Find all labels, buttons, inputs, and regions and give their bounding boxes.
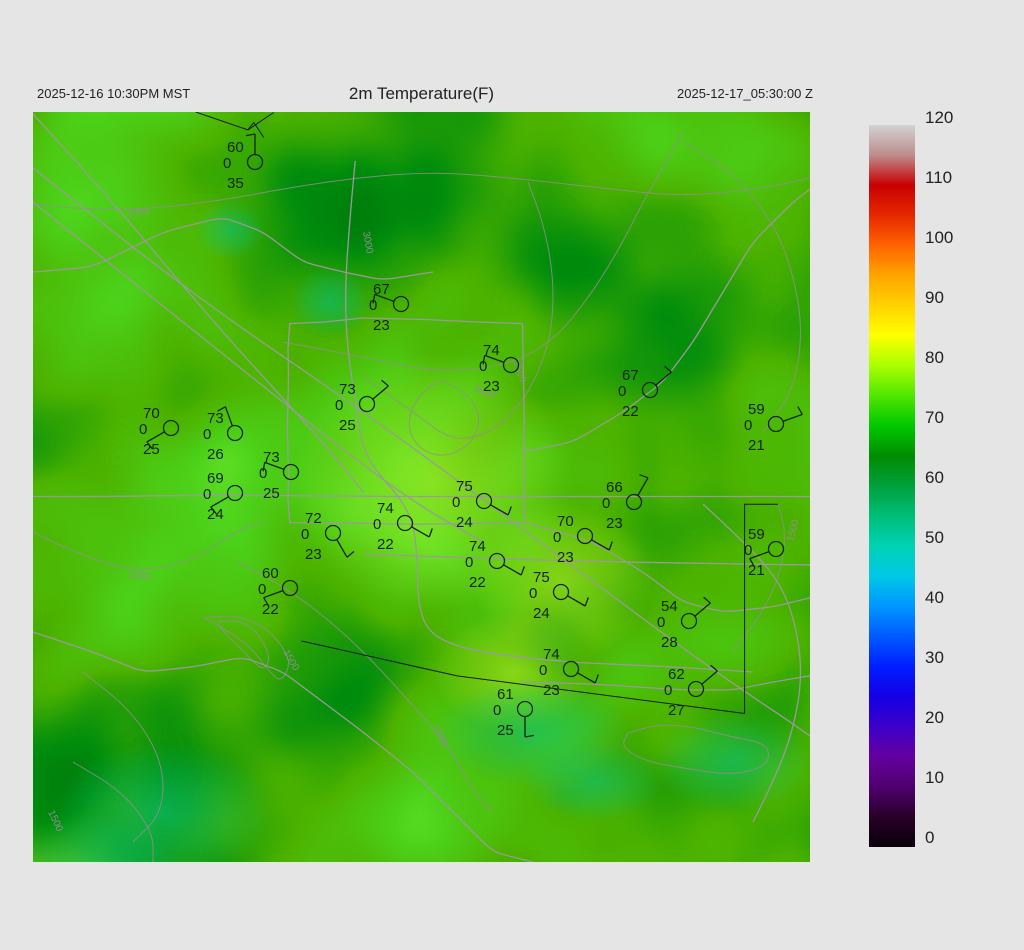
svg-text:0: 0 <box>373 516 381 533</box>
svg-text:22: 22 <box>622 403 639 420</box>
svg-text:74: 74 <box>377 500 394 517</box>
svg-text:74: 74 <box>543 646 560 663</box>
svg-text:35: 35 <box>227 175 244 192</box>
svg-text:24: 24 <box>533 605 550 622</box>
svg-text:22: 22 <box>377 536 394 553</box>
svg-text:24: 24 <box>456 514 473 531</box>
svg-text:73: 73 <box>263 449 280 466</box>
svg-text:0: 0 <box>602 495 610 512</box>
svg-text:26: 26 <box>207 446 224 463</box>
svg-text:24: 24 <box>207 506 224 523</box>
svg-text:70: 70 <box>557 513 574 530</box>
svg-text:25: 25 <box>143 441 160 458</box>
svg-text:23: 23 <box>557 549 574 566</box>
svg-text:73: 73 <box>207 410 224 427</box>
svg-text:62: 62 <box>668 666 685 683</box>
svg-text:59: 59 <box>748 401 765 418</box>
svg-text:0: 0 <box>553 529 561 546</box>
svg-text:72: 72 <box>305 510 322 527</box>
svg-text:75: 75 <box>456 478 473 495</box>
svg-text:67: 67 <box>373 281 390 298</box>
svg-text:0: 0 <box>258 581 266 598</box>
svg-text:0: 0 <box>479 358 487 375</box>
svg-text:21: 21 <box>748 437 765 454</box>
svg-text:27: 27 <box>668 702 685 719</box>
svg-text:0: 0 <box>539 662 547 679</box>
svg-text:22: 22 <box>262 601 279 618</box>
svg-text:0: 0 <box>618 383 626 400</box>
svg-text:0: 0 <box>744 542 752 559</box>
svg-text:0: 0 <box>744 417 752 434</box>
svg-text:23: 23 <box>606 515 623 532</box>
svg-text:21: 21 <box>748 562 765 579</box>
svg-text:0: 0 <box>139 421 147 438</box>
svg-text:0: 0 <box>223 155 231 172</box>
svg-text:22: 22 <box>469 574 486 591</box>
svg-text:59: 59 <box>748 526 765 543</box>
svg-text:60: 60 <box>227 139 244 156</box>
svg-text:61: 61 <box>497 686 514 703</box>
svg-text:0: 0 <box>657 614 665 631</box>
svg-text:0: 0 <box>369 297 377 314</box>
svg-text:0: 0 <box>493 702 501 719</box>
svg-text:0: 0 <box>259 465 267 482</box>
svg-text:25: 25 <box>497 722 514 739</box>
svg-text:23: 23 <box>543 682 560 699</box>
svg-text:74: 74 <box>483 342 500 359</box>
svg-text:0: 0 <box>203 426 211 443</box>
svg-text:0: 0 <box>203 486 211 503</box>
svg-text:74: 74 <box>469 538 486 555</box>
svg-text:0: 0 <box>452 494 460 511</box>
svg-text:0: 0 <box>529 585 537 602</box>
svg-text:70: 70 <box>143 405 160 422</box>
svg-text:66: 66 <box>606 479 623 496</box>
svg-text:73: 73 <box>339 381 356 398</box>
svg-text:54: 54 <box>661 598 678 615</box>
svg-text:0: 0 <box>301 526 309 543</box>
svg-text:23: 23 <box>373 317 390 334</box>
svg-text:0: 0 <box>465 554 473 571</box>
svg-text:75: 75 <box>533 569 550 586</box>
svg-text:23: 23 <box>305 546 322 563</box>
svg-text:60: 60 <box>262 565 279 582</box>
svg-text:67: 67 <box>622 367 639 384</box>
svg-text:23: 23 <box>483 378 500 395</box>
svg-text:28: 28 <box>661 634 678 651</box>
svg-text:25: 25 <box>339 417 356 434</box>
svg-text:25: 25 <box>263 485 280 502</box>
svg-text:69: 69 <box>207 470 224 487</box>
svg-text:0: 0 <box>335 397 343 414</box>
svg-text:0: 0 <box>664 682 672 699</box>
